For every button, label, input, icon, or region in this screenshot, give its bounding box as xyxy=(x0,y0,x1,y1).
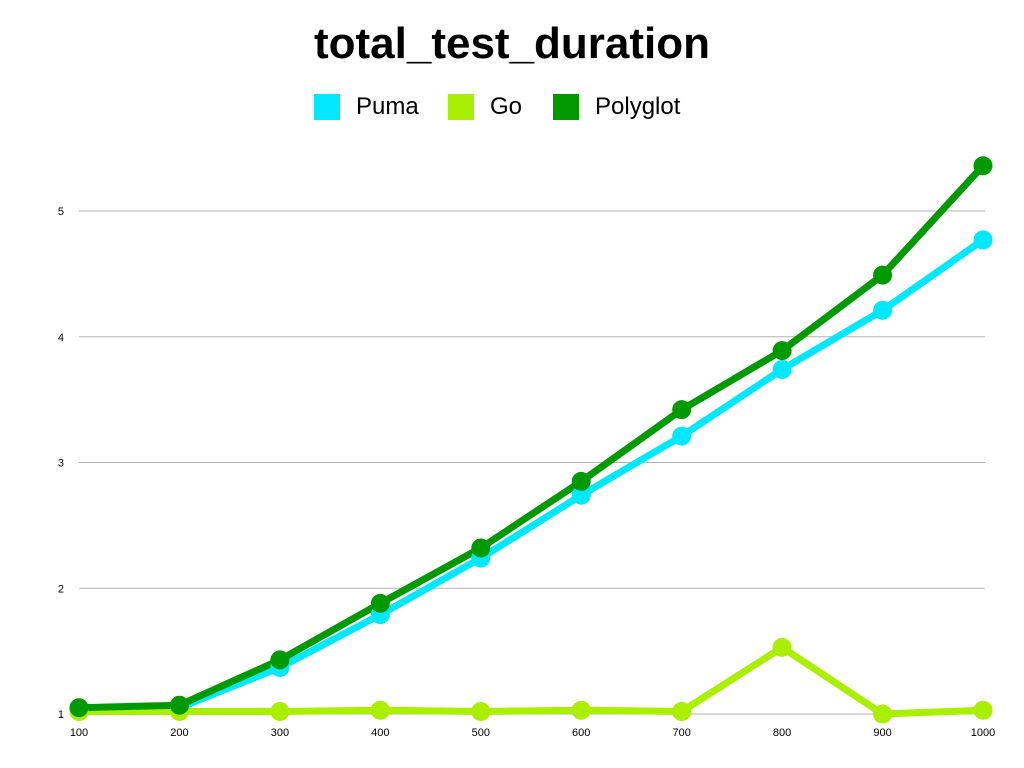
data-point-polyglot-600 xyxy=(571,471,591,491)
data-point-polyglot-800 xyxy=(772,341,792,361)
chart-title: total_test_duration xyxy=(313,19,711,68)
data-point-puma-800 xyxy=(772,359,792,379)
grid-lines xyxy=(79,210,985,715)
chart-legend: Puma Go Polyglot xyxy=(0,90,1024,124)
legend-item-go: Go xyxy=(448,90,522,124)
data-point-go-500 xyxy=(471,701,491,721)
legend-label-puma: Puma xyxy=(356,93,419,120)
data-point-polyglot-1000 xyxy=(973,156,993,176)
x-tick-label-400: 400 xyxy=(371,727,389,739)
x-tick-label-600: 600 xyxy=(572,727,590,739)
data-point-go-1000 xyxy=(973,700,993,720)
data-point-polyglot-700 xyxy=(672,400,692,420)
data-point-polyglot-400 xyxy=(370,593,390,613)
x-tick-label-100: 100 xyxy=(70,727,88,739)
data-point-puma-700 xyxy=(672,426,692,446)
series-points-polyglot xyxy=(69,156,993,718)
data-point-polyglot-500 xyxy=(471,538,491,558)
x-tick-label-200: 200 xyxy=(170,727,188,739)
data-point-polyglot-300 xyxy=(270,650,290,670)
data-point-go-300 xyxy=(270,701,290,721)
x-axis-tick-labels: 100 200 300 400 500 600 700 800 900 1000 xyxy=(70,727,995,739)
legend-swatch-go xyxy=(448,94,474,120)
data-point-go-400 xyxy=(370,700,390,720)
legend-label-go: Go xyxy=(490,93,523,120)
x-tick-label-800: 800 xyxy=(773,727,791,739)
data-point-polyglot-100 xyxy=(69,698,89,718)
x-tick-label-700: 700 xyxy=(672,727,690,739)
data-point-puma-1000 xyxy=(973,230,993,250)
data-point-puma-900 xyxy=(873,300,893,320)
series-line-polyglot xyxy=(75,162,987,712)
y-axis-tick-labels: 1 2 3 4 5 xyxy=(58,206,64,721)
legend-item-polyglot: Polyglot xyxy=(553,90,680,124)
y-tick-label-2: 2 xyxy=(58,583,64,595)
y-tick-label-4: 4 xyxy=(58,332,64,344)
x-tick-label-1000: 1000 xyxy=(971,727,995,739)
series-line-puma xyxy=(75,236,987,714)
legend-label-polyglot: Polyglot xyxy=(595,93,681,120)
y-tick-label-5: 5 xyxy=(58,206,64,218)
data-point-puma-600 xyxy=(571,485,591,505)
data-point-go-700 xyxy=(672,701,692,721)
legend-swatch-puma xyxy=(314,94,340,120)
data-point-polyglot-200 xyxy=(169,695,189,715)
y-tick-label-3: 3 xyxy=(58,458,64,470)
legend-swatch-polyglot xyxy=(553,94,579,120)
data-point-go-900 xyxy=(873,704,893,724)
data-point-go-800 xyxy=(772,637,792,657)
x-tick-label-300: 300 xyxy=(271,727,289,739)
data-point-go-600 xyxy=(571,700,591,720)
x-tick-label-500: 500 xyxy=(472,727,490,739)
legend-item-puma: Puma xyxy=(314,90,419,124)
series-points xyxy=(69,156,993,724)
series-points-puma xyxy=(69,230,993,720)
series-line-go xyxy=(75,643,987,718)
x-tick-label-900: 900 xyxy=(873,727,891,739)
series-lines xyxy=(75,162,987,718)
data-point-polyglot-900 xyxy=(873,265,893,285)
y-tick-label-1: 1 xyxy=(58,709,64,721)
